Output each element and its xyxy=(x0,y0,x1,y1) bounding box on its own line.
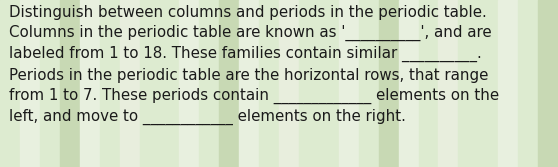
Bar xyxy=(299,0,319,167)
Bar xyxy=(319,0,339,167)
Bar xyxy=(518,0,538,167)
Bar xyxy=(498,0,518,167)
Bar xyxy=(379,0,398,167)
Bar xyxy=(259,0,279,167)
Bar xyxy=(119,0,140,167)
Bar xyxy=(398,0,418,167)
Bar xyxy=(0,0,20,167)
Bar xyxy=(239,0,259,167)
Bar xyxy=(458,0,478,167)
Bar xyxy=(60,0,80,167)
Bar xyxy=(339,0,359,167)
Bar xyxy=(179,0,199,167)
Bar xyxy=(40,0,60,167)
Bar xyxy=(359,0,379,167)
Bar xyxy=(80,0,100,167)
Text: Distinguish between columns and periods in the periodic table.
Columns in the pe: Distinguish between columns and periods … xyxy=(9,5,499,125)
Bar xyxy=(140,0,160,167)
Bar xyxy=(439,0,458,167)
Bar xyxy=(20,0,40,167)
Bar xyxy=(478,0,498,167)
Bar xyxy=(219,0,239,167)
Bar xyxy=(279,0,299,167)
Bar xyxy=(538,0,558,167)
Bar xyxy=(199,0,219,167)
Bar xyxy=(418,0,439,167)
Bar xyxy=(100,0,119,167)
Bar xyxy=(160,0,179,167)
